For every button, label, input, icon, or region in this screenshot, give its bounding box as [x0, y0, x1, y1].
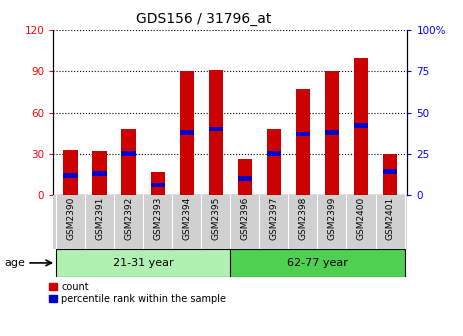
Bar	[383, 169, 397, 174]
Bar	[325, 72, 339, 195]
Bar	[354, 123, 368, 128]
Bar	[93, 171, 107, 176]
Bar	[238, 176, 252, 181]
Text: GSM2397: GSM2397	[269, 197, 278, 240]
Bar	[296, 132, 310, 136]
Text: GSM2396: GSM2396	[240, 197, 250, 240]
Bar	[63, 173, 78, 177]
Text: 21-31 year: 21-31 year	[113, 258, 174, 268]
Bar	[150, 172, 165, 195]
Bar	[267, 151, 281, 156]
Bar	[208, 127, 223, 131]
Text: 62-77 year: 62-77 year	[287, 258, 348, 268]
Bar	[56, 249, 231, 277]
Text: GSM2391: GSM2391	[95, 197, 104, 240]
Bar	[180, 72, 194, 195]
Bar	[208, 70, 223, 195]
Text: GSM2390: GSM2390	[66, 197, 75, 240]
Text: age: age	[5, 258, 25, 268]
Text: GSM2395: GSM2395	[211, 197, 220, 240]
Bar	[150, 182, 165, 187]
Bar	[267, 129, 281, 195]
Text: GSM2399: GSM2399	[327, 197, 337, 240]
Bar	[296, 89, 310, 195]
Text: GSM2400: GSM2400	[357, 197, 365, 240]
Text: GSM2401: GSM2401	[386, 197, 394, 240]
Text: GSM2394: GSM2394	[182, 197, 191, 240]
Bar	[180, 130, 194, 135]
Bar	[383, 154, 397, 195]
Text: GSM2393: GSM2393	[153, 197, 162, 240]
Bar	[63, 150, 78, 195]
Legend: count, percentile rank within the sample: count, percentile rank within the sample	[49, 282, 226, 304]
Text: GSM2392: GSM2392	[124, 197, 133, 240]
Text: GDS156 / 31796_at: GDS156 / 31796_at	[136, 12, 271, 26]
Bar	[121, 151, 136, 156]
Bar	[325, 130, 339, 135]
Bar	[231, 249, 405, 277]
Text: GSM2398: GSM2398	[299, 197, 307, 240]
Bar	[354, 58, 368, 195]
Bar	[238, 159, 252, 195]
Bar	[93, 151, 107, 195]
Bar	[121, 129, 136, 195]
